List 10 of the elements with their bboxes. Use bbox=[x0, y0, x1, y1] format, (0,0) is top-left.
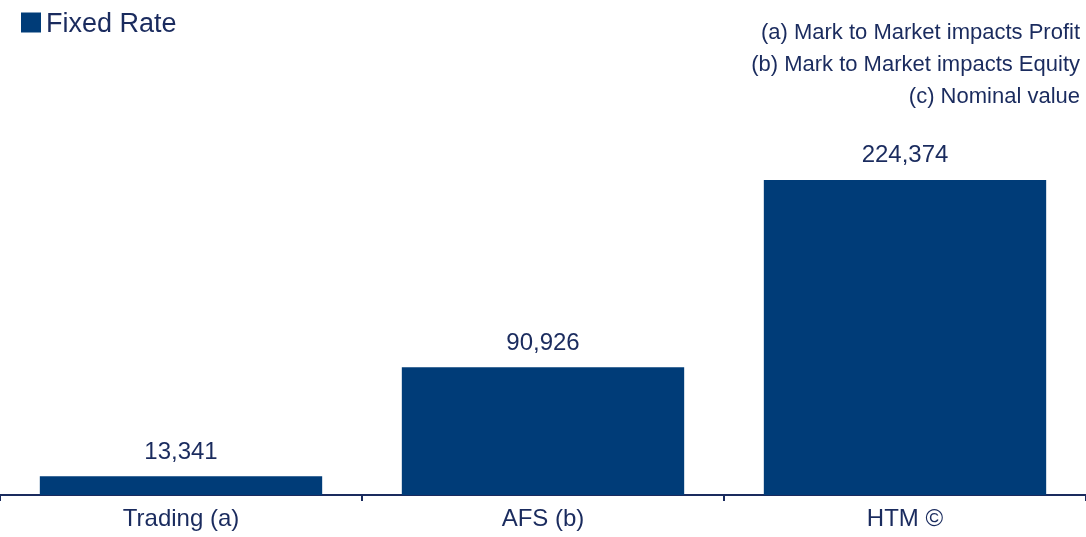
legend-label: Fixed Rate bbox=[46, 7, 177, 38]
text: (c) Nominal value bbox=[908, 82, 1081, 108]
x-tick-label: HTM © bbox=[866, 503, 944, 531]
text: (b) Mark to Market impacts Equity bbox=[751, 50, 1081, 76]
x-tick-label: AFS (b) bbox=[501, 503, 585, 531]
data-label: 13,341 bbox=[144, 436, 218, 464]
text: (a) Mark to Market impacts Profit bbox=[760, 18, 1081, 44]
x-tick-label: Trading (a) bbox=[122, 503, 240, 531]
data-label: 224,374 bbox=[861, 140, 949, 168]
data-label: 90,926 bbox=[506, 327, 580, 355]
